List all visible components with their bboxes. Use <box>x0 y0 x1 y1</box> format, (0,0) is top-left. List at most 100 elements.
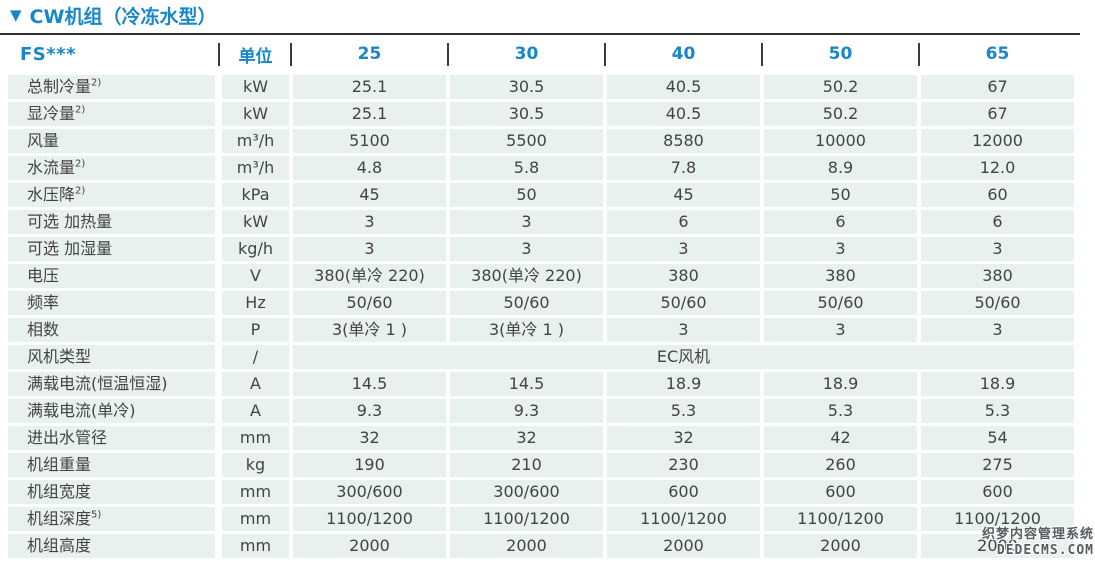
row-value: 32 <box>607 426 760 450</box>
row-unit: A <box>222 399 289 423</box>
row-value: 50 <box>764 183 917 207</box>
row-value: 18.9 <box>921 372 1074 396</box>
row-value: 1100/1200 <box>921 507 1074 531</box>
row-value: 45 <box>607 183 760 207</box>
table-row: 总制冷量2) kW 25.1 30.5 40.5 50.2 67 <box>8 75 1074 99</box>
row-value: 60 <box>921 183 1074 207</box>
row-value: 380 <box>764 264 917 288</box>
row-value: 9.3 <box>293 399 446 423</box>
table-top-border <box>0 33 1080 35</box>
row-value: 3 <box>450 210 603 234</box>
triangle-down-icon: ▼ <box>10 6 22 24</box>
row-value: 25.1 <box>293 102 446 126</box>
row-label: 总制冷量2) <box>8 75 215 99</box>
row-value: 50/60 <box>450 291 603 315</box>
row-value: 6 <box>921 210 1074 234</box>
row-label: 显冷量2) <box>8 102 215 126</box>
row-value: 380(单冷 220) <box>293 264 446 288</box>
row-value: 230 <box>607 453 760 477</box>
row-value: 600 <box>921 480 1074 504</box>
header-model: FS*** <box>20 43 76 65</box>
row-value: 1100/1200 <box>764 507 917 531</box>
row-value: 3 <box>764 237 917 261</box>
table-row: 机组高度 mm 2000 2000 2000 2000 2000 <box>8 534 1074 558</box>
row-value: 12000 <box>921 129 1074 153</box>
row-value: 275 <box>921 453 1074 477</box>
row-label: 电压 <box>8 264 215 288</box>
row-value: 10000 <box>764 129 917 153</box>
row-value: 5100 <box>293 129 446 153</box>
row-value: 50/60 <box>764 291 917 315</box>
row-value: 12.0 <box>921 156 1074 180</box>
row-unit: / <box>222 345 289 369</box>
row-value: 2000 <box>450 534 603 558</box>
table-row: 水流量2) m³/h 4.8 5.8 7.8 8.9 12.0 <box>8 156 1074 180</box>
row-value: 2000 <box>293 534 446 558</box>
row-label: 风量 <box>8 129 215 153</box>
row-value: 3 <box>764 318 917 342</box>
row-unit: m³/h <box>222 156 289 180</box>
row-value: 3(单冷 1 ) <box>450 318 603 342</box>
row-value: 5.8 <box>450 156 603 180</box>
table-row: 水压降2) kPa 45 50 45 50 60 <box>8 183 1074 207</box>
table-row: 机组宽度 mm 300/600 300/600 600 600 600 <box>8 480 1074 504</box>
section-title-text: CW机组（冷冻水型） <box>29 6 217 28</box>
row-unit: mm <box>222 507 289 531</box>
table-row: 电压 V 380(单冷 220) 380(单冷 220) 380 380 380 <box>8 264 1074 288</box>
row-unit: kW <box>222 210 289 234</box>
row-value: 380 <box>607 264 760 288</box>
row-unit: mm <box>222 534 289 558</box>
row-value: 190 <box>293 453 446 477</box>
header-unit: 单位 <box>238 46 273 67</box>
row-unit: P <box>222 318 289 342</box>
row-value: 5.3 <box>764 399 917 423</box>
row-value: 50/60 <box>607 291 760 315</box>
row-value: 2000 <box>764 534 917 558</box>
table-row: 机组深度5) mm 1100/1200 1100/1200 1100/1200 1100/… <box>8 507 1074 531</box>
row-value: 50.2 <box>764 75 917 99</box>
row-value: 45 <box>293 183 446 207</box>
row-value: 4.8 <box>293 156 446 180</box>
row-unit: kW <box>222 102 289 126</box>
header-size-50: 50 <box>828 44 853 64</box>
row-value: 25.1 <box>293 75 446 99</box>
row-unit: mm <box>222 426 289 450</box>
row-value: 8.9 <box>764 156 917 180</box>
row-value: 50/60 <box>921 291 1074 315</box>
row-value: 18.9 <box>607 372 760 396</box>
row-value: 3 <box>921 237 1074 261</box>
row-value: 6 <box>607 210 760 234</box>
table-row: 频率 Hz 50/60 50/60 50/60 50/60 50/60 <box>8 291 1074 315</box>
row-value: 3 <box>293 237 446 261</box>
row-unit: kPa <box>222 183 289 207</box>
row-value: 50 <box>450 183 603 207</box>
row-value: 5500 <box>450 129 603 153</box>
header-size-65: 65 <box>985 44 1010 64</box>
row-value: 67 <box>921 75 1074 99</box>
row-unit: A <box>222 372 289 396</box>
row-unit: kg <box>222 453 289 477</box>
row-value: 1100/1200 <box>607 507 760 531</box>
table-row: 相数 P 3(单冷 1 ) 3(单冷 1 ) 3 3 3 <box>8 318 1074 342</box>
section-title: ▼ CW机组（冷冻水型） <box>10 2 216 29</box>
row-value: 3 <box>450 237 603 261</box>
row-value: 40.5 <box>607 75 760 99</box>
row-value: 32 <box>293 426 446 450</box>
row-value: 1100/1200 <box>450 507 603 531</box>
row-value: 5.3 <box>921 399 1074 423</box>
row-value: 14.5 <box>293 372 446 396</box>
watermark-line1: 织梦内容管理系统 <box>981 527 1094 542</box>
row-value: 67 <box>921 102 1074 126</box>
table-row: 可选 加热量 kW 3 3 6 6 6 <box>8 210 1074 234</box>
row-value: 7.8 <box>607 156 760 180</box>
row-value: 3 <box>607 237 760 261</box>
row-label: 水压降2) <box>8 183 215 207</box>
row-label: 机组宽度 <box>8 480 215 504</box>
header-separator-icon <box>215 37 222 71</box>
table-row: 机组重量 kg 190 210 230 260 275 <box>8 453 1074 477</box>
row-value: 50.2 <box>764 102 917 126</box>
table-row: 可选 加湿量 kg/h 3 3 3 3 3 <box>8 237 1074 261</box>
watermark: 织梦内容管理系统 DEDECMS.COM <box>982 527 1094 559</box>
row-value: 2000 <box>607 534 760 558</box>
row-unit: m³/h <box>222 129 289 153</box>
